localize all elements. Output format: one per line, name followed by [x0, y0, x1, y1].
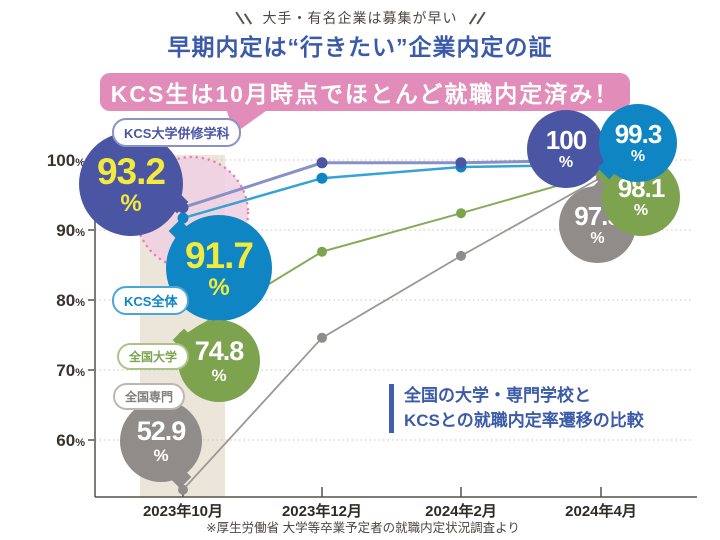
point-kcs-daigaku-2: [455, 157, 467, 169]
series-label-kcs-zentai: KCS全体: [112, 286, 190, 315]
xtick-label-3: 2024年4月: [565, 502, 637, 520]
kicker-text: 大手・有名企業は募集が早い: [262, 10, 458, 26]
kicker-line: 大手・有名企業は募集が早い: [0, 8, 720, 28]
series-label-zenkoku-semmon: 全国専門: [113, 383, 186, 410]
highlight-banner: KCS生は10月時点でほとんど就職内定済み！: [100, 73, 630, 111]
xtick-label-1: 2023年12月: [282, 502, 362, 520]
percent-sign: %: [208, 273, 230, 301]
bubble-kcs-daigaku-april: 100 %: [527, 110, 611, 188]
point-kcs-zentai-1: [316, 172, 328, 184]
xtick-label-0: 2023年10月: [143, 502, 223, 520]
line-zenkoku-semmon: [182, 176, 602, 491]
percent-sign: %: [590, 229, 605, 247]
series-label-kcs-daigaku: KCS大学併修学科: [112, 118, 242, 147]
comparison-note-line1: 全国の大学・専門学校と: [404, 386, 591, 405]
percent-sign: %: [153, 446, 169, 465]
source-note: ※厚生労働省 大学等卒業予定者の就職内定状況調査より: [206, 521, 520, 535]
ytick-label-60: 60%: [56, 431, 85, 450]
bubble-zenkoku-semmon-october: 52.9 %: [120, 400, 202, 489]
value-kcs-daigaku-october: 93.2: [96, 150, 166, 192]
bubble-kcs-zentai-october: 91.7 %: [166, 215, 272, 321]
point-kcs-daigaku-1: [316, 157, 328, 169]
percent-sign: %: [630, 148, 646, 165]
ytick-label-70: 70%: [56, 361, 85, 380]
ytick-label-80: 80%: [56, 291, 85, 310]
percent-sign: %: [120, 189, 142, 217]
point-zenkoku-daigaku-1: [317, 246, 327, 257]
series-label-zenkoku-daigaku: 全国大学: [117, 343, 190, 370]
ytick-label-100: 100%: [47, 151, 85, 170]
value-kcs-daigaku-april: 100: [545, 125, 587, 155]
point-zenkoku-semmon-1: [317, 332, 327, 343]
percent-sign: %: [211, 366, 227, 385]
value-zenkoku-daigaku-october: 74.8: [194, 336, 245, 366]
comparison-note-line2: KCSとの就職内定率遷移の比較: [404, 410, 644, 430]
point-zenkoku-daigaku-2: [456, 208, 466, 219]
bubble-kcs-daigaku-october: 93.2 %: [79, 132, 189, 236]
value-zenkoku-semmon-october: 52.9: [136, 416, 187, 446]
bubble-kcs-zentai-april: 99.3 %: [597, 104, 677, 182]
point-zenkoku-semmon-2: [456, 250, 466, 261]
percent-sign: %: [633, 202, 649, 219]
value-kcs-zentai-october: 91.7: [184, 234, 254, 276]
xtick-label-2: 2024年2月: [425, 502, 497, 520]
page-title: 早期内定は“行きたい”企業内定の証: [167, 34, 553, 60]
percent-sign: %: [558, 154, 574, 171]
ytick-label-90: 90%: [56, 221, 85, 240]
comparison-note: 全国の大学・専門学校と KCSとの就職内定率遷移の比較: [389, 384, 644, 434]
bubble-zenkoku-daigaku-october: 74.8 %: [172, 320, 260, 402]
value-kcs-zentai-april: 99.3: [614, 119, 663, 149]
